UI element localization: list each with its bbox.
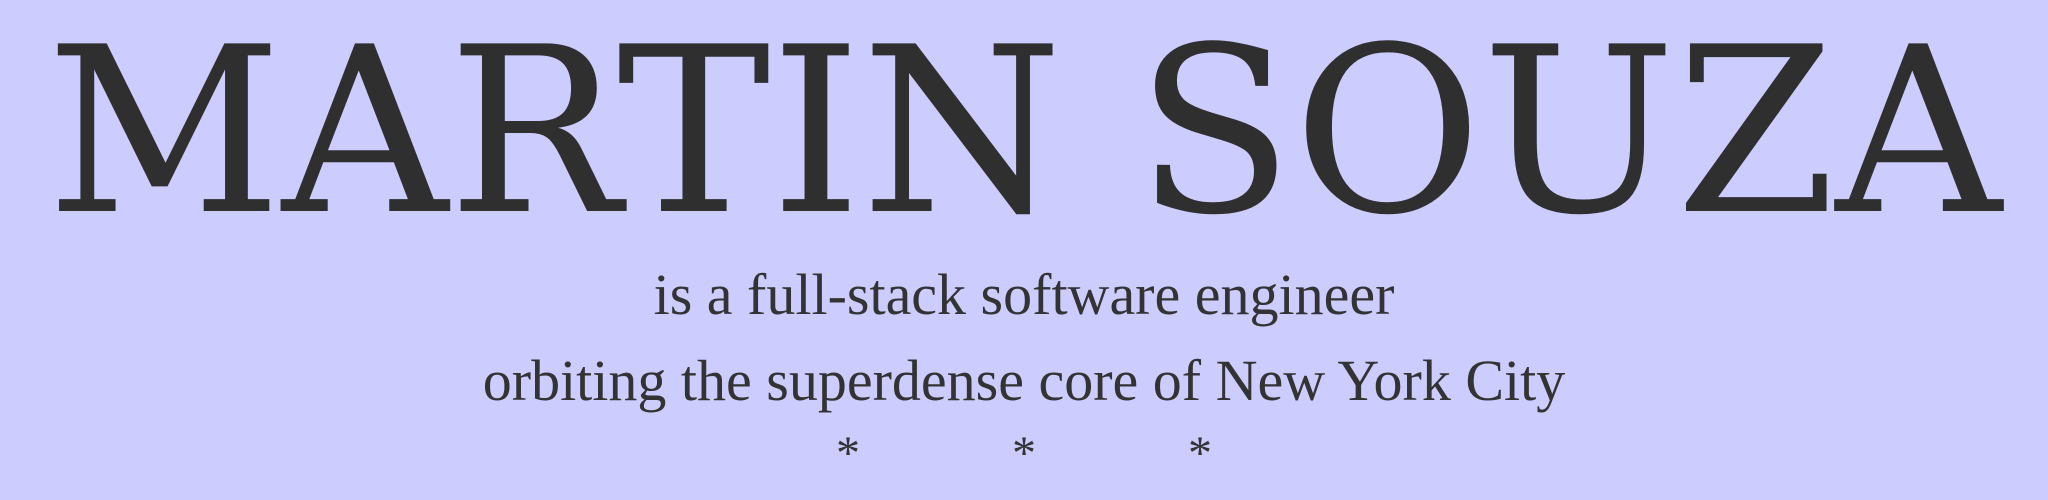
asterism-divider: * * *: [836, 427, 1282, 480]
name-heading: MARTIN SOUZA: [46, 0, 2002, 266]
tagline-line-2: orbiting the superdense core of New York…: [482, 348, 1566, 413]
tagline-line-1: is a full-stack software engineer: [653, 262, 1395, 327]
